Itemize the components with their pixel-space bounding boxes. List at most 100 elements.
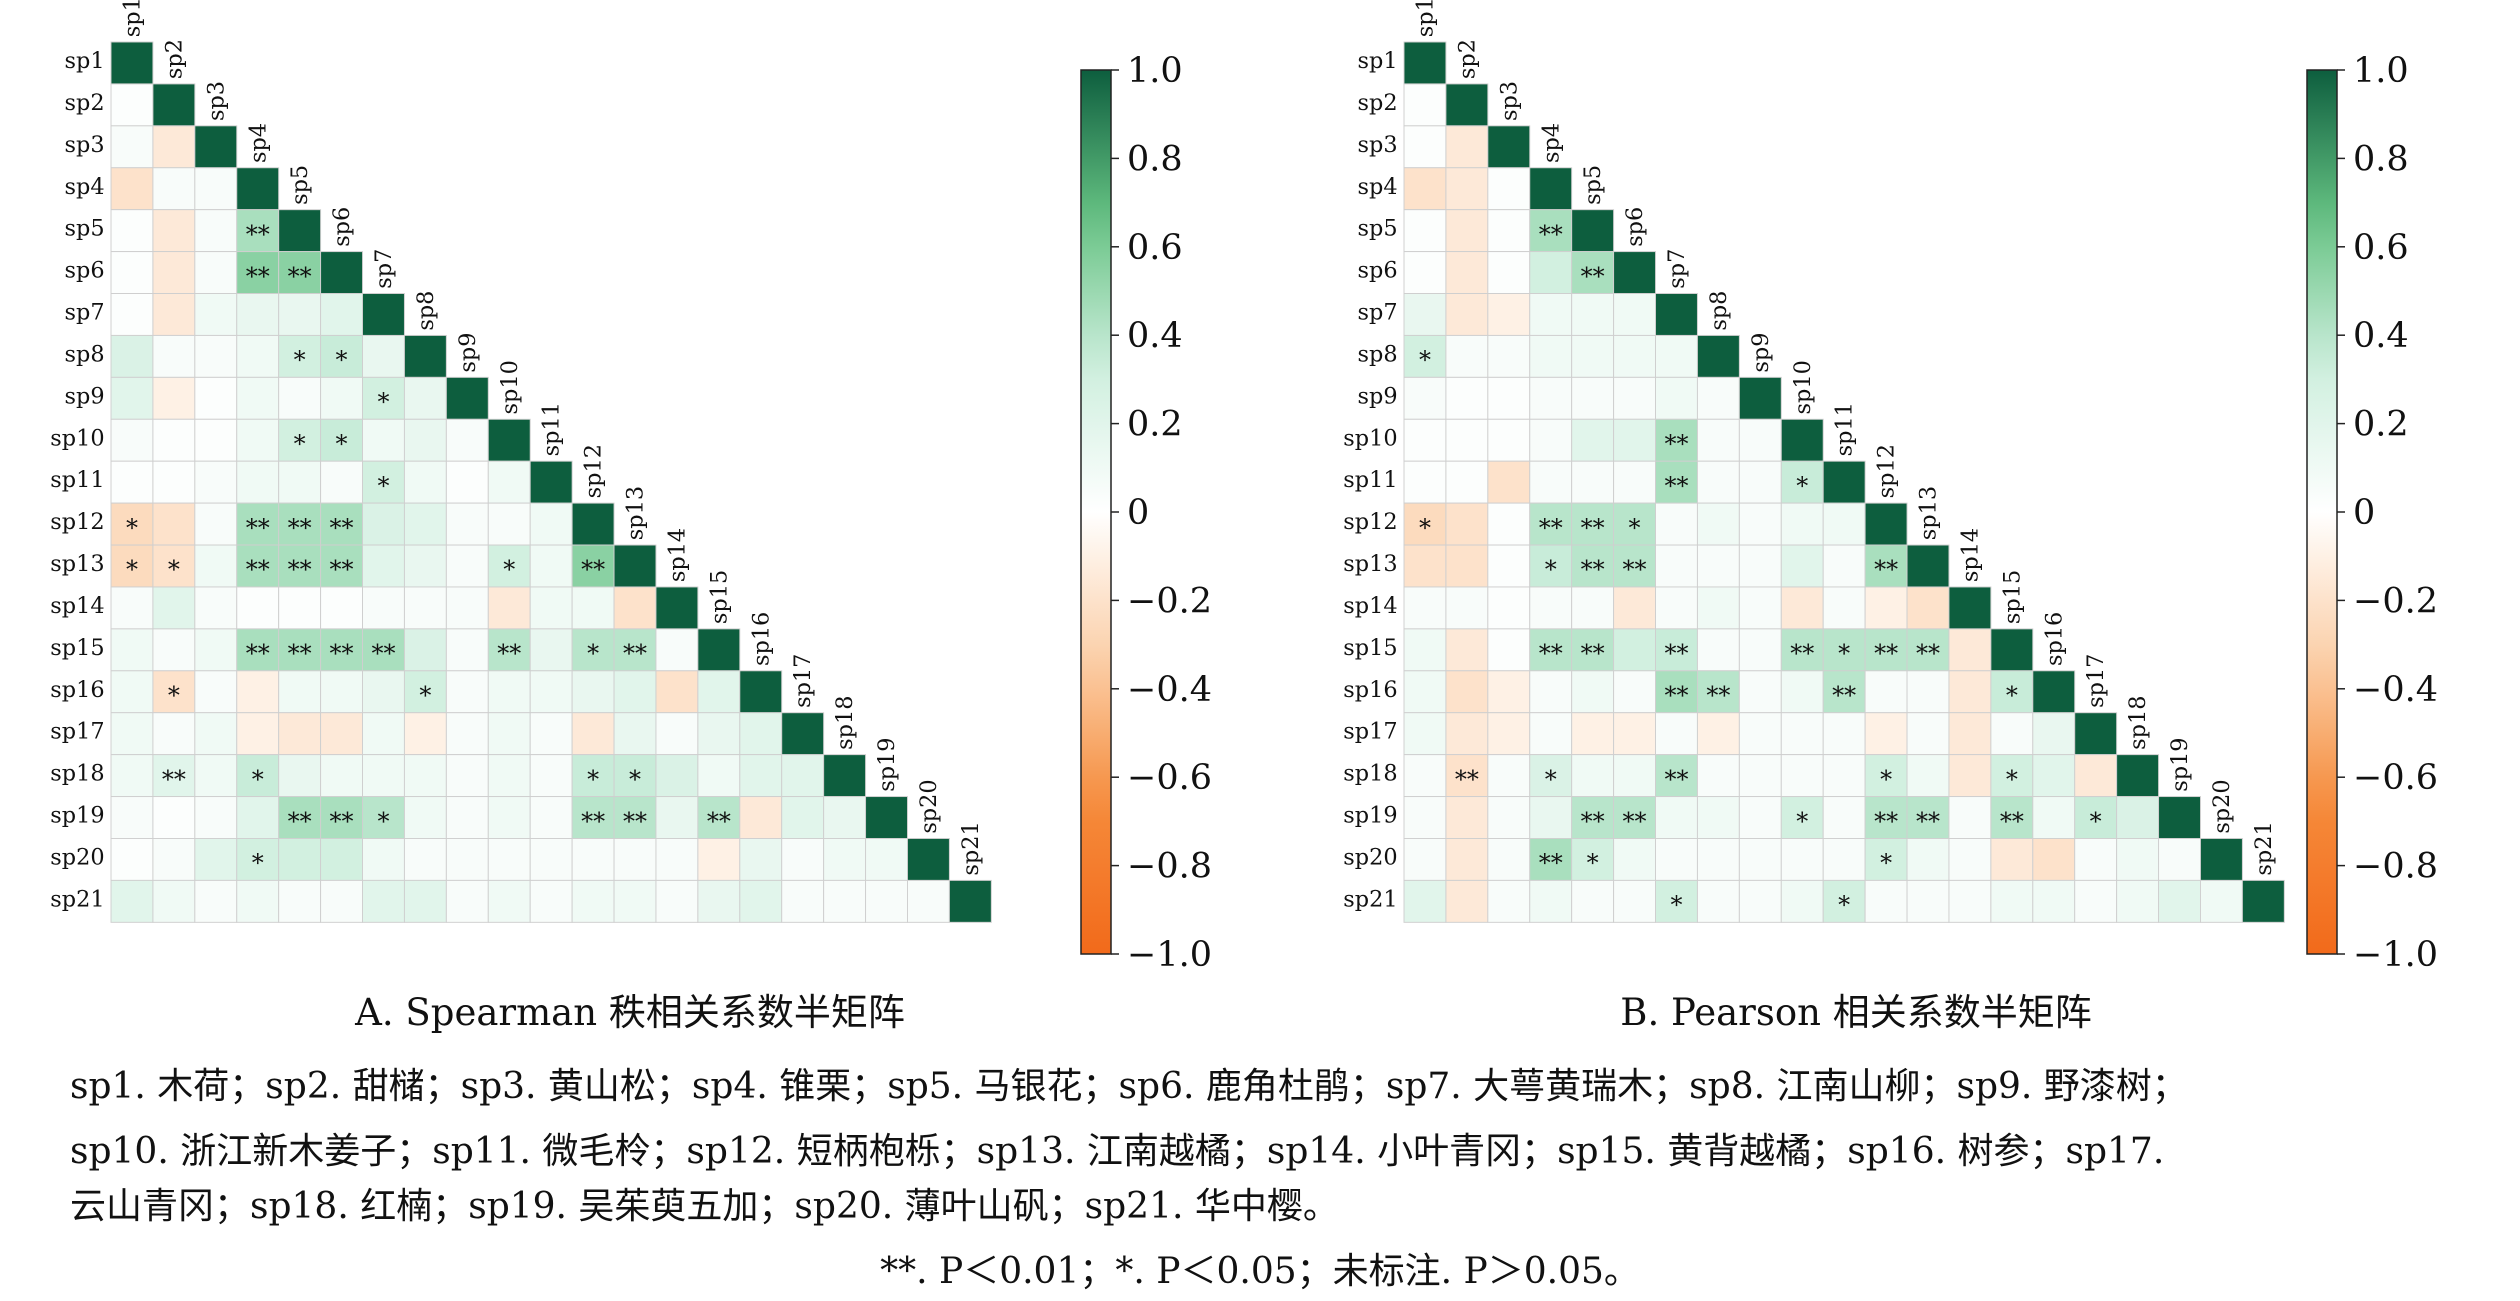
heatmap-cell: [152, 293, 196, 336]
heatmap-cell: [278, 418, 322, 462]
heatmap-cell: [1445, 586, 1489, 630]
significance-mark: **: [1874, 556, 1898, 584]
significance-mark: *: [1587, 849, 1599, 877]
column-label: sp13: [623, 486, 649, 540]
heatmap-cell: [362, 376, 405, 420]
heatmap-cell: [1529, 586, 1573, 630]
heatmap-cell: [445, 670, 489, 714]
species-legend-line-3: 云山青冈；sp18. 红楠；sp19. 吴茱萸五加；sp20. 薄叶山矾；sp2…: [70, 1186, 1339, 1227]
heatmap-cell: [739, 837, 783, 881]
heatmap-cell: [1990, 712, 2034, 756]
heatmap-cell: [278, 879, 322, 923]
heatmap-cell: [1864, 502, 1908, 546]
significance-mark: *: [1419, 514, 1431, 542]
heatmap-cell: [1780, 628, 1824, 672]
heatmap-cell: [1571, 586, 1615, 630]
heatmap-cell: [613, 879, 657, 923]
heatmap-cell: [1571, 460, 1615, 504]
heatmap-cell: [110, 41, 154, 85]
heatmap-cell: [1780, 879, 1824, 923]
significance-mark: *: [2090, 807, 2102, 835]
heatmap-cell: [403, 670, 447, 714]
row-label: sp3: [1358, 132, 1398, 158]
heatmap-cell: [278, 293, 322, 336]
heatmap-cell: [445, 796, 489, 839]
heatmap-cell: [2032, 754, 2076, 798]
heatmap-cell: [1403, 125, 1447, 169]
heatmap-cell: [152, 586, 196, 630]
species-legend-line-2: sp10. 浙江新木姜子；sp11. 微毛柃；sp12. 短柄枹栎；sp13. …: [70, 1131, 2165, 1172]
heatmap-cell: [1529, 754, 1573, 798]
heatmap-cell: [1403, 251, 1447, 295]
heatmap-cell: [152, 125, 196, 169]
heatmap-cell: [320, 586, 364, 630]
heatmap-cell: [1738, 754, 1782, 798]
heatmap-cell: [865, 837, 908, 881]
heatmap-cell: [1613, 376, 1657, 420]
heatmap-cell: [320, 502, 364, 546]
heatmap-cell: [781, 837, 825, 881]
heatmap-cell: [613, 586, 657, 630]
heatmap-cell: [823, 837, 867, 881]
panel-caption: A. Spearman 秩相关系数半矩阵: [354, 991, 905, 1034]
heatmap-cell: [1822, 544, 1866, 588]
heatmap-cell: [278, 837, 322, 881]
heatmap-cell: [1990, 670, 2034, 714]
significance-mark: **: [1832, 681, 1856, 709]
heatmap-cell: [110, 83, 154, 127]
heatmap-cell: [1571, 879, 1615, 923]
heatmap-cell: [2032, 837, 2076, 881]
heatmap-cell: [571, 837, 615, 881]
significance-mark: *: [377, 472, 389, 500]
heatmap-cell: [1990, 754, 2034, 798]
column-label: sp14: [1957, 528, 1983, 582]
significance-mark: **: [162, 765, 186, 793]
colorbar-tick-label: −0.4: [1127, 670, 1212, 710]
heatmap-cell: [1571, 544, 1615, 588]
heatmap-cell: [194, 879, 238, 923]
heatmap-cell: [1780, 544, 1824, 588]
heatmap-cell: [1696, 754, 1740, 798]
heatmap-cell: [194, 334, 238, 378]
heatmap-cell: [487, 628, 531, 672]
heatmap-cell: [1738, 879, 1782, 923]
column-label: sp18: [2125, 696, 2151, 750]
heatmap-cell: [1738, 586, 1782, 630]
significance-mark: *: [377, 807, 389, 835]
significance-mark: **: [246, 262, 270, 290]
heatmap-cell: [194, 628, 238, 672]
heatmap-cell: [1403, 460, 1447, 504]
heatmap-cell: [1445, 460, 1489, 504]
heatmap-cell: [320, 754, 364, 798]
significance-mark: **: [581, 556, 605, 584]
heatmap-cell: [110, 125, 154, 169]
heatmap-cell: [487, 418, 531, 462]
heatmap-cell: [110, 586, 154, 630]
heatmap-cell: [110, 460, 154, 504]
significance-mark: **: [623, 807, 647, 835]
row-label: sp10: [1343, 425, 1397, 451]
colorbar-tick-label: 1.0: [1127, 51, 1183, 91]
significance-mark: **: [1581, 514, 1605, 542]
heatmap-cell: [697, 670, 741, 714]
heatmap-cell: [1529, 376, 1573, 420]
heatmap-cell: [571, 712, 615, 756]
heatmap-cell: [823, 796, 867, 839]
significance-mark: **: [1874, 807, 1898, 835]
significance-mark: **: [1455, 765, 1479, 793]
heatmap-cell: [487, 670, 531, 714]
colorbar-tick-label: −0.8: [1127, 847, 1212, 887]
heatmap-cell: [2074, 754, 2118, 798]
significance-mark: **: [581, 807, 605, 835]
significance-mark: **: [288, 556, 312, 584]
heatmap-cell: [194, 418, 238, 462]
heatmap-cell: [362, 544, 405, 588]
heatmap-cell: [1948, 670, 1992, 714]
heatmap-cell: [403, 754, 447, 798]
heatmap-cell: [2074, 796, 2118, 839]
heatmap-cell: [571, 879, 615, 923]
column-label: sp10: [1790, 360, 1816, 414]
significance-mark: *: [294, 430, 306, 458]
heatmap-cell: [1529, 251, 1573, 295]
row-label: sp14: [50, 593, 104, 619]
